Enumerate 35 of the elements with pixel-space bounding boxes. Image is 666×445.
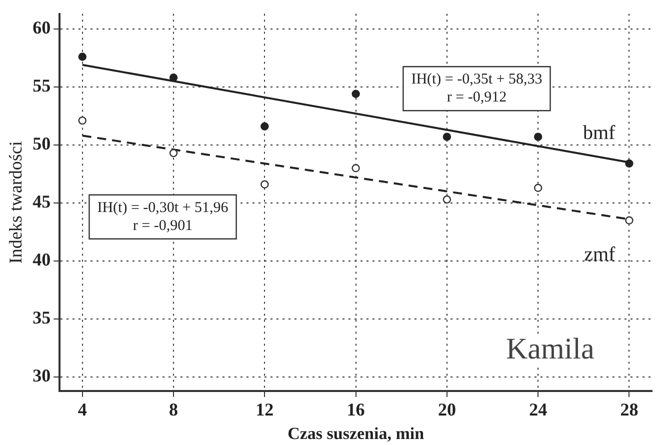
annotation: IH(t) = -0,30t + 51,96 r = -0,901 [97,200,229,234]
point [534,132,542,141]
y-tick-label: 50 [32,134,51,154]
x-tick-label: 8 [169,399,178,420]
x-tick-label: 12 [256,399,274,420]
point [442,132,452,141]
point [260,122,269,130]
y-tick-label: 45 [32,192,51,212]
x-tick-label: 28 [620,399,638,420]
point [78,116,86,125]
point [442,195,452,204]
y-tick-label: 35 [32,308,51,328]
y-tick-label: 30 [32,366,51,386]
x-tick-label: 20 [438,399,456,420]
y-axis-title: Indeks twardości [6,141,26,264]
x-axis-title: Czas suszenia, min [288,424,425,444]
point [169,148,178,158]
x-tick-label: 4 [78,399,87,420]
annotation: IH(t) = -0,35t + 58,33 r = -0,912 [411,72,542,106]
point [534,184,542,192]
point [78,52,86,61]
y-tick-label: 40 [32,250,51,270]
point [352,164,360,172]
point [625,159,634,168]
x-tick-label: 24 [529,399,548,420]
x-tick-label: 16 [346,399,365,420]
y-tick-label: 60 [32,18,51,38]
y-tick-label: 55 [32,76,51,96]
point [625,216,634,224]
series-label: zmf [584,244,616,266]
point [260,180,269,189]
series-label: bmf [582,122,616,144]
annotation: Kamila [506,332,594,366]
point [169,74,178,82]
point [352,90,360,98]
